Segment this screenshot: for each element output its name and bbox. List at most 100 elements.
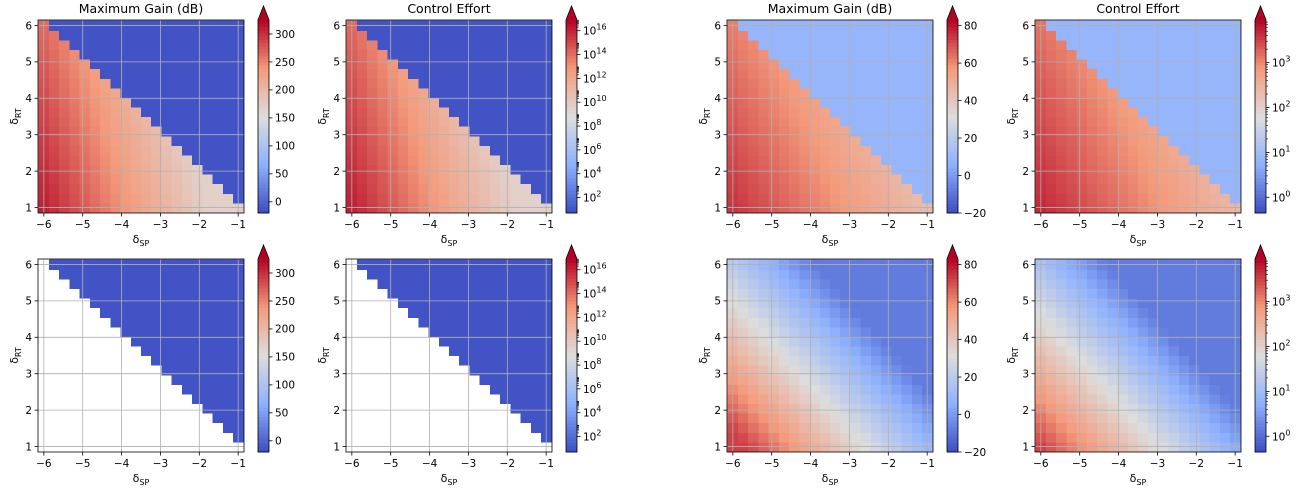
heatmap-cell xyxy=(438,193,450,204)
heatmap-cell xyxy=(1107,345,1119,357)
colorbar-segment xyxy=(947,423,958,427)
heatmap-cell xyxy=(881,49,892,60)
y-tick-label: 3 xyxy=(714,130,721,142)
heatmap-cell xyxy=(489,126,501,137)
heatmap-cell xyxy=(1076,278,1088,290)
heatmap-cell xyxy=(840,97,852,108)
heatmap-cell xyxy=(530,145,542,156)
heatmap-cell xyxy=(428,345,440,357)
heatmap-cell xyxy=(850,345,862,357)
colorbar-segment xyxy=(566,268,577,273)
heatmap-cell xyxy=(489,278,501,290)
heatmap-cell xyxy=(1127,298,1139,309)
heatmap-cell xyxy=(758,68,770,79)
heatmap-cell xyxy=(819,193,831,204)
heatmap-cell xyxy=(418,49,430,60)
heatmap-cell xyxy=(100,59,111,70)
heatmap-cell xyxy=(202,345,214,357)
heatmap-cell xyxy=(222,135,234,146)
heatmap-cell xyxy=(748,97,759,108)
colorbar-segment xyxy=(1255,200,1266,204)
heatmap-cell xyxy=(397,278,409,290)
heatmap-cell xyxy=(778,288,790,299)
colorbar-segment xyxy=(1255,203,1266,208)
heatmap-cell xyxy=(799,413,811,424)
gridlines xyxy=(727,20,933,213)
heatmap-cell xyxy=(1086,116,1098,127)
colorbar-segment xyxy=(258,81,269,85)
heatmap-cell xyxy=(59,49,70,60)
heatmap-cell xyxy=(1076,116,1088,127)
heatmap-cell xyxy=(110,413,122,424)
heatmap-cell xyxy=(141,126,152,137)
heatmap-cell xyxy=(130,145,142,156)
heatmap-cell xyxy=(830,384,841,395)
heatmap-cell xyxy=(100,39,111,51)
heatmap-cell xyxy=(130,59,142,70)
heatmap-cell xyxy=(489,403,501,414)
heatmap-cell xyxy=(1076,422,1088,433)
heatmap-cell xyxy=(89,403,101,414)
heatmap-cell xyxy=(1189,183,1200,194)
heatmap-cell xyxy=(1117,68,1129,79)
heatmap-cell xyxy=(768,422,780,433)
heatmap-cell xyxy=(89,106,101,118)
heatmap-cell xyxy=(59,326,70,337)
heatmap-cell xyxy=(819,78,831,89)
colorbar-segment xyxy=(258,74,269,79)
heatmap-cell xyxy=(901,87,913,98)
heatmap-cell xyxy=(530,193,542,204)
heatmap-cell xyxy=(911,59,923,70)
heatmap-cell xyxy=(171,68,183,79)
heatmap-cell xyxy=(212,193,224,204)
x-tick-label: −1 xyxy=(538,219,553,231)
heatmap-cell xyxy=(819,135,831,146)
y-tick-label: 4 xyxy=(714,93,721,105)
heatmap-cell xyxy=(891,78,903,89)
x-tick-label: −5 xyxy=(75,458,90,470)
heatmap-cell xyxy=(500,116,511,127)
heatmap-cell xyxy=(819,393,831,405)
heatmap-cell xyxy=(1209,278,1221,290)
y-tick-label: 3 xyxy=(1022,369,1029,381)
colorbar-segment xyxy=(258,397,269,402)
heatmap-cell xyxy=(89,126,101,137)
heatmap-cell xyxy=(130,174,142,185)
heatmap-cell xyxy=(1199,106,1211,118)
heatmap-cell xyxy=(181,384,193,395)
heatmap-cell xyxy=(212,345,224,357)
colorbar-segment xyxy=(566,371,577,376)
heatmap-cell xyxy=(79,422,91,433)
colorbar-segment xyxy=(566,435,577,440)
heatmap-cell xyxy=(438,68,450,79)
heatmap-cell xyxy=(438,278,450,290)
colorbar-segment xyxy=(1255,52,1266,56)
heatmap-cell xyxy=(161,336,173,347)
heatmap-cell xyxy=(520,30,532,41)
heatmap-cell xyxy=(449,145,460,156)
heatmap-cell xyxy=(881,278,892,290)
colorbar-segment xyxy=(566,71,577,76)
heatmap-cell xyxy=(1178,59,1190,70)
colorbar-segment xyxy=(1255,26,1266,31)
colorbar-segment xyxy=(1255,406,1266,411)
heatmap-cell xyxy=(748,384,759,395)
heatmap-cell xyxy=(69,307,81,318)
heatmap-cell xyxy=(469,278,481,290)
heatmap-cell xyxy=(1158,393,1170,405)
heatmap-cell xyxy=(881,288,892,299)
heatmap-cell xyxy=(222,326,234,337)
heatmap-cell xyxy=(500,174,511,185)
heatmap-cell xyxy=(151,345,163,357)
heatmap-cell xyxy=(428,413,440,424)
colorbar-segment xyxy=(947,74,958,79)
heatmap-cell xyxy=(870,298,882,309)
heatmap-cell xyxy=(520,126,532,137)
heatmap-cell xyxy=(1158,68,1170,79)
heatmap-cell xyxy=(768,68,780,79)
heatmap-cell xyxy=(520,298,532,309)
heatmap-cell xyxy=(141,49,152,60)
heatmap-cell xyxy=(881,164,892,175)
colorbar-segment xyxy=(1255,439,1266,443)
